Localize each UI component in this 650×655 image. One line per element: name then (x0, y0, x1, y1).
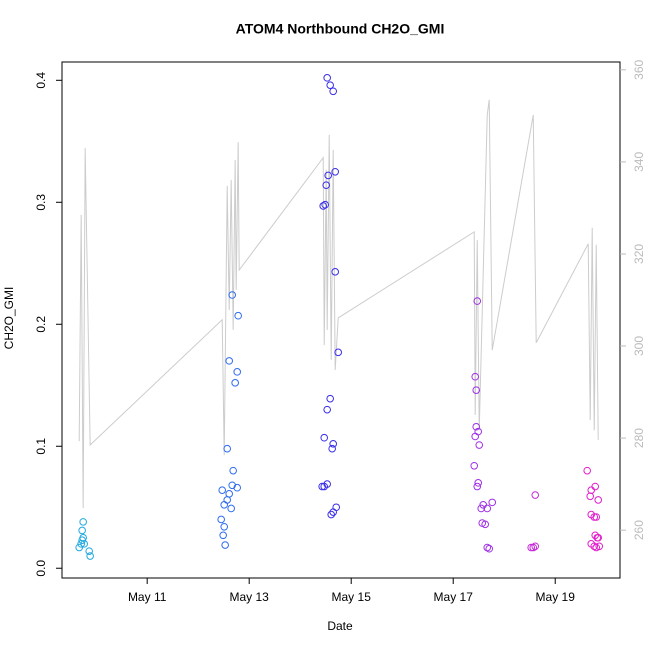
data-point (485, 544, 494, 553)
data-point (78, 526, 86, 535)
data-point (471, 372, 479, 381)
data-line (78, 99, 599, 509)
data-point (590, 542, 599, 551)
data-point (592, 513, 601, 521)
y-tick-label: 0.4 (34, 72, 48, 89)
data-point (234, 311, 242, 320)
data-point (231, 379, 239, 387)
data-point (590, 513, 599, 521)
y2-tick-label: 320 (632, 244, 646, 264)
data-point (488, 498, 497, 507)
data-point (586, 492, 595, 501)
data-point (595, 542, 604, 551)
data-point (329, 87, 337, 96)
data-point (225, 357, 233, 365)
data-point (320, 433, 329, 442)
x-tick-label: May 19 (536, 590, 576, 604)
data-point (323, 74, 331, 82)
data-point (481, 520, 489, 529)
data-point (85, 547, 93, 555)
data-point (319, 202, 327, 210)
data-point (527, 543, 535, 552)
data-point (78, 536, 86, 544)
data-point (227, 504, 235, 513)
data-point (318, 482, 326, 491)
data-point (472, 422, 481, 431)
y-tick-label: 0.0 (34, 560, 48, 577)
data-point (531, 542, 540, 551)
data-point (471, 432, 479, 441)
data-point (529, 543, 538, 552)
y2-tick-label: 360 (632, 59, 646, 79)
data-point (483, 504, 492, 513)
y2-tick-label: 260 (632, 520, 646, 540)
x-tick-label: May 17 (434, 590, 474, 604)
data-point (324, 171, 332, 180)
chart-title: ATOM4 Northbound CH2O_GMI (236, 21, 445, 37)
data-point (591, 482, 600, 491)
data-point (583, 466, 592, 475)
y-axis-label: CH2O_GMI (2, 287, 16, 350)
data-point (472, 386, 481, 394)
data-point (218, 486, 227, 494)
data-point (473, 482, 482, 491)
data-point (483, 543, 492, 552)
data-point (75, 543, 83, 552)
data-point (329, 508, 337, 516)
data-point (79, 518, 87, 526)
data-point (531, 491, 540, 499)
data-point (229, 466, 237, 475)
y-tick-label: 0.2 (34, 316, 48, 333)
data-point (219, 531, 227, 540)
data-point (86, 552, 94, 560)
data-point (327, 510, 336, 519)
data-point (80, 540, 88, 548)
data-point (323, 405, 331, 414)
data-point (328, 444, 336, 453)
data-point (233, 483, 242, 492)
data-point (594, 533, 603, 542)
x-tick-label: May 11 (128, 590, 167, 604)
data-point (326, 394, 334, 403)
data-point (474, 479, 483, 487)
data-point (331, 268, 339, 276)
data-point (587, 486, 596, 494)
data-point (228, 291, 237, 299)
data-point (220, 501, 228, 509)
data-point (223, 444, 232, 453)
data-point (233, 368, 242, 376)
x-axis-label: Date (327, 619, 353, 633)
data-point (329, 440, 337, 448)
data-point (334, 348, 342, 357)
data-point (326, 81, 334, 89)
x-tick-label: May 15 (332, 590, 372, 604)
y2-tick-label: 280 (632, 428, 646, 448)
data-point (77, 540, 85, 548)
data-point (594, 496, 603, 504)
plot-frame (61, 61, 621, 579)
data-point (225, 490, 233, 498)
data-point (475, 441, 484, 449)
data-point (321, 200, 329, 209)
data-point (331, 167, 339, 176)
y2-tick-label: 300 (632, 336, 646, 356)
data-point (332, 503, 341, 512)
x-tick-label: May 13 (230, 590, 270, 604)
data-point (470, 461, 479, 470)
data-point (477, 504, 486, 513)
data-point (322, 181, 331, 190)
y-tick-label: 0.3 (34, 194, 48, 211)
data-point (223, 496, 232, 504)
y-tick-label: 0.1 (34, 438, 48, 455)
y2-tick-label: 340 (632, 152, 646, 172)
data-point (473, 297, 482, 305)
data-point (217, 515, 225, 524)
data-point (220, 522, 228, 531)
data-point (221, 541, 229, 549)
